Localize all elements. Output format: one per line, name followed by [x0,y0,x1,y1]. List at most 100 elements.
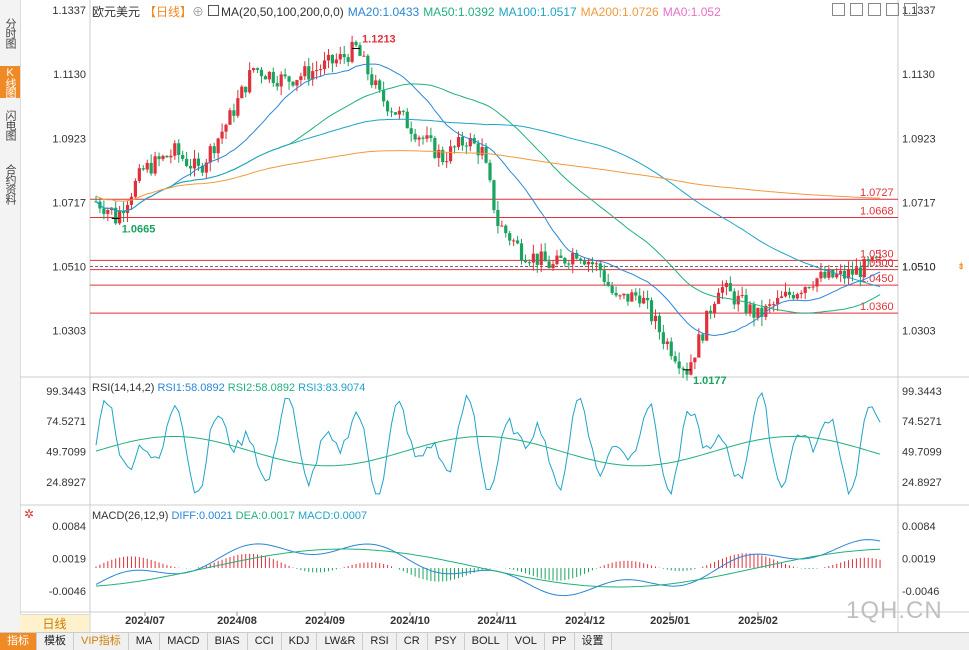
ma-value-1: MA50:1.0392 [423,5,495,19]
ma-value-0: MA20:1.0433 [347,5,420,19]
rsi-line-fast [95,391,881,496]
macd-tick-left-0: 0.0084 [52,521,86,533]
macd-value-2: MACD:0.0007 [295,510,368,522]
period-label[interactable]: 【日线】 [144,5,193,19]
sidebar-tab-2[interactable]: 闪电图 [4,110,16,140]
chart-header: 欧元美元 【日线】⊕ MA(20,50,100,200,0,0) MA20:1.043… [92,3,729,19]
settings-icon[interactable] [886,3,899,16]
macd-value-0: DIFF:0.0021 [171,510,233,522]
watermark: 1QH.CN [846,597,943,624]
level-label-0: 1.0727 [860,187,894,199]
fullscreen-icon[interactable] [904,3,917,16]
rsi-label: RSI(14,14,2) [92,382,155,394]
macd-tick-right-1: 0.0019 [902,554,936,566]
annotation-1: 1.0665 [122,223,156,235]
zoom-in-icon[interactable] [850,3,863,16]
rsi-tick-right-0: 99.3443 [902,386,942,398]
rsi-tick-left-2: 49.7099 [46,446,86,458]
ma-value-2: MA100:1.0517 [498,5,577,19]
x-tick-5: 2024/12 [565,615,605,627]
macd-tick-left-2: -0.0046 [49,586,86,598]
rsi-tick-left-0: 99.3443 [46,386,86,398]
indicator-tab-13[interactable]: VOL [508,633,545,650]
svg-text:⇟: ⇟ [957,262,965,273]
annotation-0: 1.1213 [362,33,396,45]
price-tick-left-1: 1.1130 [53,69,86,81]
indicator-tab-0[interactable]: 指标 [0,633,37,650]
indicator-tab-2[interactable]: VIP指标 [74,633,129,650]
macd-header: MACD(26,12,9) DIFF:0.0021 DEA:0.0017 MAC… [92,510,367,522]
indicator-tab-6[interactable]: CCI [248,633,282,650]
zoom-out-icon[interactable] [868,3,881,16]
sidebar-tab-0[interactable]: 分时图 [4,18,16,48]
indicator-tab-12[interactable]: BOLL [465,633,508,650]
indicator-tab-5[interactable]: BIAS [208,633,248,650]
current-price-label: 1.0510 [902,262,936,274]
price-tick-right-2: 1.0923 [902,133,936,145]
period-tab[interactable]: 日线 [20,614,89,633]
macd-label: MACD(26,12,9) [92,510,169,522]
macd-tick-left-1: 0.0019 [52,554,86,566]
annotation-2: 1.0177 [693,375,727,387]
ma-line-100 [95,118,881,288]
rsi-value-2: RSI3:83.9074 [295,382,366,394]
rsi-value-1: RSI2:58.0892 [224,382,296,394]
x-tick-6: 2025/01 [650,615,690,627]
rsi-tick-right-1: 74.5271 [902,416,942,428]
rsi-line-slow [95,435,881,467]
rsi-tick-left-1: 74.5271 [46,416,86,428]
indicator-tab-15[interactable]: 设置 [575,633,612,650]
level-label-4: 1.0450 [860,273,894,285]
price-tick-left-0: 1.1337 [52,5,86,17]
grid-icon[interactable] [832,3,845,16]
rsi-tick-right-3: 24.8927 [902,477,942,489]
x-tick-4: 2024/11 [477,615,516,627]
price-tick-left-3: 1.0717 [52,197,86,209]
indicator-tab-7[interactable]: KDJ [282,633,318,650]
indicator-bar: 指标 模板 VIP指标 MA MACD BIAS CCI KDJ LW&R RSI CR PSY BOL… [0,632,969,650]
ma-value-3: MA200:1.0726 [580,5,659,19]
macd-settings-icon[interactable]: ✲ [24,507,35,521]
macd-tick-right-0: 0.0084 [902,521,936,533]
ma-value-4: MA0:1.052 [662,5,721,19]
rsi-tick-right-2: 49.7099 [902,446,942,458]
x-tick-1: 2024/08 [217,615,257,627]
level-label-5: 1.0360 [860,301,894,313]
sidebar: 分时图 K线图闪电图合约资料 [0,0,21,633]
price-tick-right-3: 1.0717 [902,197,936,209]
indicator-tab-14[interactable]: PP [545,633,575,650]
macd-histogram [95,553,881,582]
indicator-tab-3[interactable]: MA [129,633,161,650]
macd-value-1: DEA:0.0017 [232,510,295,522]
symbol-name: 欧元美元 [92,5,141,19]
indicator-tab-1[interactable]: 模板 [37,633,74,650]
price-tick-left-5: 1.0303 [52,326,86,338]
price-tick-right-4: 1.0510 [902,262,936,274]
ma-line-20 [95,63,881,337]
x-tick-2: 2024/09 [305,615,345,627]
indicator-tab-11[interactable]: PSY [428,633,465,650]
macd-diff-line [95,539,881,597]
macd-tick-right-2: -0.0046 [902,586,939,598]
indicator-tab-9[interactable]: RSI [363,633,397,650]
rsi-header: RSI(14,14,2) RSI1:58.0892 RSI2:58.0892 R… [92,382,365,394]
indicator-tab-10[interactable]: CR [397,633,428,650]
ma-toggle-icon[interactable] [208,5,220,16]
price-tick-right-5: 1.0303 [902,326,936,338]
price-tick-right-1: 1.1130 [902,69,935,81]
indicator-tab-8[interactable]: LW&R [317,633,364,650]
ma-label: MA(20,50,100,200,0,0) [221,5,344,19]
rsi-value-0: RSI1:58.0892 [157,382,225,394]
indicator-tab-4[interactable]: MACD [160,633,208,650]
x-tick-7: 2025/02 [738,615,778,627]
x-tick-0: 2024/07 [125,615,165,627]
target-icon[interactable]: ⊕ [192,5,205,19]
x-tick-3: 2024/10 [390,615,430,627]
ma-line-50 [95,83,881,314]
sidebar-tab-1[interactable]: K线图 [0,66,20,98]
price-tick-left-4: 1.0510 [52,262,86,274]
sidebar-tab-3[interactable]: 合约资料 [4,164,16,204]
level-label-1: 1.0668 [860,206,894,218]
chart: 1.1337 1.1337 1.1130 1.1130 1.0923 1.0923 1.07… [20,0,969,632]
macd-dea-line [95,548,881,588]
